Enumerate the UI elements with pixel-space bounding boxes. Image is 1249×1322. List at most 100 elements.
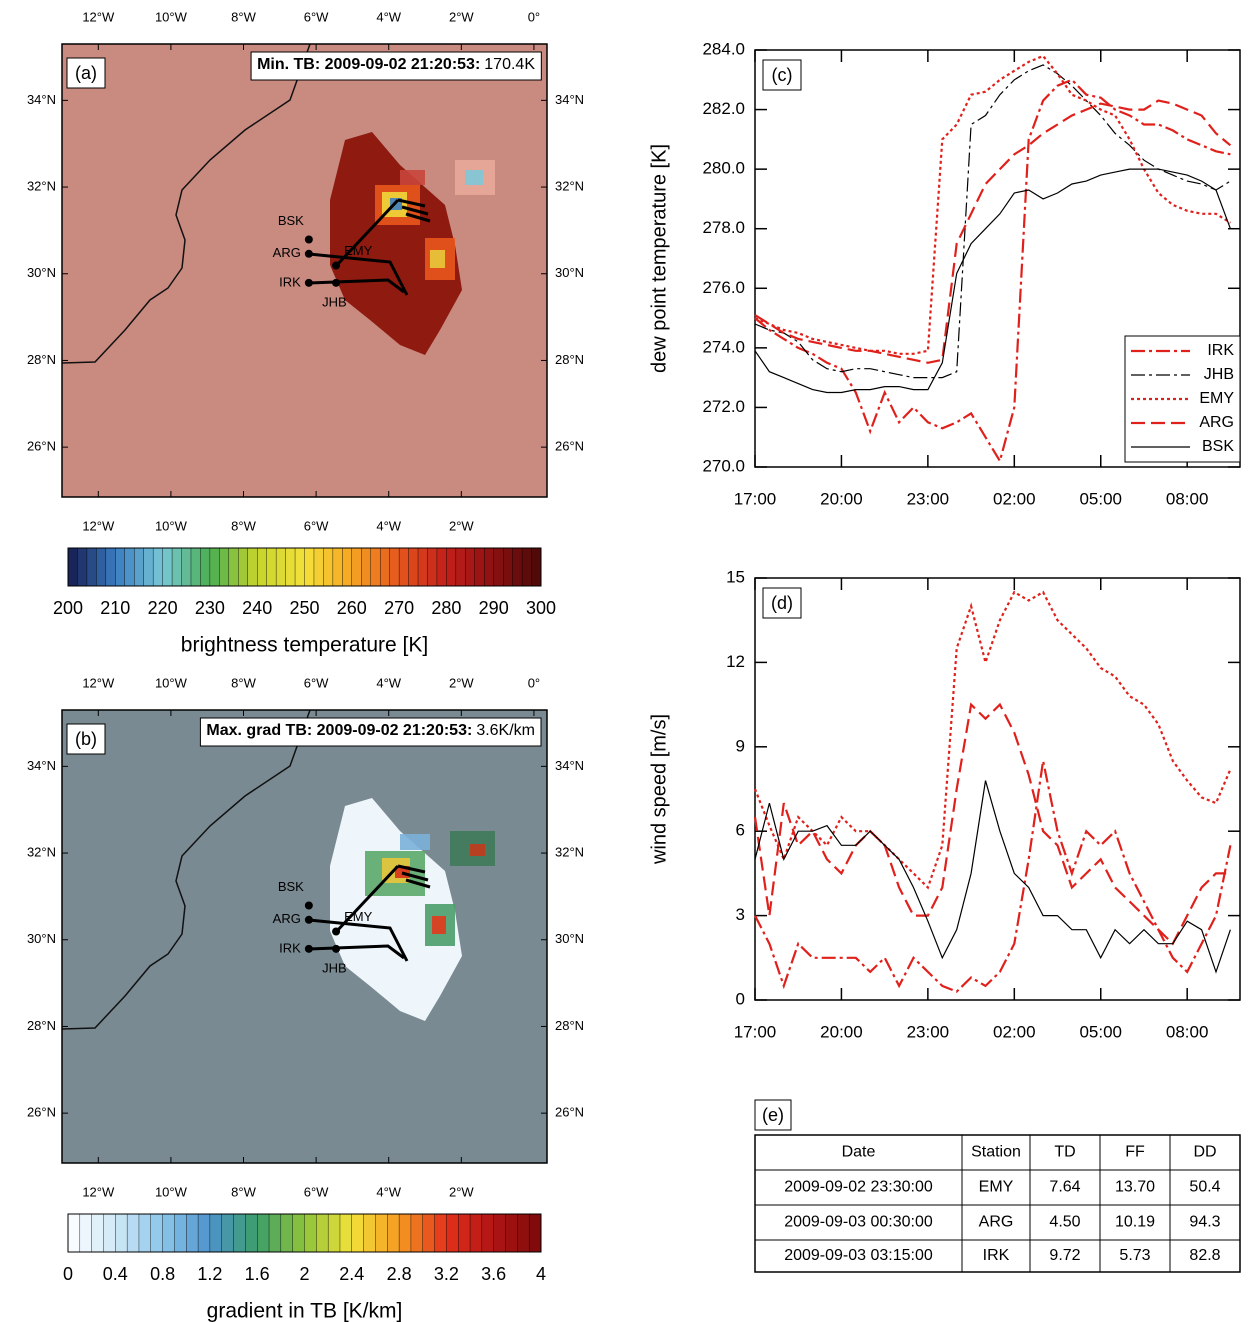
colorbar-cell	[268, 1213, 282, 1253]
colorbar-tick-label: 0.4	[103, 1264, 128, 1284]
y-tick-label: 15	[726, 567, 745, 586]
panel-tag-box	[762, 587, 802, 619]
colorbar-cell	[351, 1213, 365, 1253]
station-label: BSK	[278, 213, 304, 228]
colorbar-cell	[174, 1213, 187, 1253]
colorbar-tick-label: 2	[299, 1264, 309, 1284]
y-tick-label: 32°N	[555, 178, 584, 193]
y-tick-label: 26°N	[27, 439, 56, 454]
panel-tag-box	[66, 723, 106, 755]
y-tick-label: 32°N	[27, 844, 56, 859]
y-tick-label: 280.0	[702, 159, 745, 178]
colorbar-cell	[190, 547, 201, 587]
y-tick-label: 26°N	[555, 1105, 584, 1120]
storm-pixel	[465, 170, 483, 185]
colorbar-cell	[228, 547, 239, 587]
colorbar-tick-label: 220	[148, 598, 178, 618]
wind-vector	[308, 252, 409, 296]
colorbar-cell	[115, 1213, 128, 1253]
station-marker	[304, 235, 313, 244]
storm-pixel	[430, 250, 445, 268]
colorbar-cell	[493, 547, 504, 587]
colorbar-tick-label: 3.6	[481, 1264, 506, 1284]
y-tick-label: 284.0	[702, 39, 745, 58]
y-tick-label: 32°N	[555, 844, 584, 859]
colorbar-cell	[219, 547, 230, 587]
plot-frame	[754, 577, 1241, 1001]
x-tick-label: 17:00	[734, 1022, 777, 1041]
colorbar-frame	[67, 1213, 542, 1253]
x-tick-label: 05:00	[1079, 489, 1122, 508]
y-tick-label: 34°N	[27, 758, 56, 773]
station-marker	[304, 278, 313, 287]
station-marker	[332, 927, 341, 936]
y-tick-label: 28°N	[555, 352, 584, 367]
storm-pixel	[400, 170, 425, 185]
x-tick-label: 6°W	[304, 518, 329, 533]
y-tick-label: 12	[726, 652, 745, 671]
station-label: JHB	[322, 294, 347, 309]
colorbar-tick-label: 0.8	[150, 1264, 175, 1284]
map-title-box	[199, 717, 542, 747]
x-tick-label: 0°	[528, 9, 540, 24]
colorbar-cell	[339, 1213, 353, 1253]
data-line	[754, 64, 1231, 379]
table-cell: 9.72	[1049, 1247, 1080, 1264]
colorbar-tick-label: 290	[479, 598, 509, 618]
colorbar-cell	[398, 1213, 412, 1253]
colorbar-cell	[458, 1213, 471, 1253]
x-tick-label: 6°W	[304, 675, 329, 690]
colorbar-cell	[389, 547, 400, 587]
colorbar-cell	[197, 1213, 211, 1253]
colorbar-tick-label: 1.6	[245, 1264, 270, 1284]
colorbar-tick-label: 250	[289, 598, 319, 618]
colorbar-cell	[332, 547, 343, 587]
x-tick-label: 6°W	[304, 9, 329, 24]
data-line	[754, 54, 1231, 355]
y-tick-label: 0	[736, 989, 745, 1008]
legend-label: BSK	[1202, 438, 1234, 455]
table-cell: 82.8	[1189, 1247, 1220, 1264]
colorbar-cell	[134, 547, 145, 587]
table-cell: 10.19	[1115, 1214, 1155, 1231]
panel-tag: (a)	[75, 63, 97, 83]
x-tick-label: 08:00	[1166, 1022, 1209, 1041]
legend-label: ARG	[1199, 414, 1234, 431]
x-tick-label: 2°W	[449, 1184, 474, 1199]
table-cell: 94.3	[1189, 1214, 1220, 1231]
colorbar-tick-label: 2.8	[387, 1264, 412, 1284]
x-tick-label: 05:00	[1079, 1022, 1122, 1041]
colorbar-cell	[186, 1213, 199, 1253]
x-tick-label: 17:00	[734, 489, 777, 508]
colorbar-cell	[446, 1213, 459, 1253]
x-tick-label: 20:00	[820, 489, 863, 508]
colorbar-cell	[528, 1213, 542, 1253]
y-tick-label: 34°N	[27, 92, 56, 107]
colorbar-cell	[150, 1213, 164, 1253]
colorbar-cell	[316, 1213, 329, 1253]
data-line	[754, 760, 1232, 993]
table-cell: 13.70	[1115, 1179, 1155, 1196]
colorbar-cell	[233, 1213, 246, 1253]
table-cell: 7.64	[1049, 1179, 1080, 1196]
colorbar-cell	[387, 1213, 400, 1253]
station-marker	[304, 249, 313, 258]
y-tick-label: 272.0	[702, 397, 745, 416]
colorbar-cell	[474, 547, 485, 587]
y-tick-label: 28°N	[27, 1018, 56, 1033]
map-title-value: 170.4K	[484, 56, 535, 73]
storm-pixel	[400, 834, 430, 850]
y-tick-label: 26°N	[27, 1105, 56, 1120]
table-cell: 2009-09-02 23:30:00	[784, 1179, 933, 1196]
wind-barb	[401, 871, 429, 882]
storm-pixel	[470, 844, 485, 856]
table-cell: ARG	[979, 1214, 1014, 1231]
colorbar-cell	[245, 1213, 258, 1253]
data-line	[753, 702, 1231, 946]
x-tick-label: 12°W	[82, 675, 115, 690]
wind-vector	[334, 198, 400, 268]
colorbar-tick-label: 210	[100, 598, 130, 618]
station-label: JHB	[322, 960, 347, 975]
map-background	[62, 44, 547, 497]
colorbar-cell	[436, 547, 447, 587]
